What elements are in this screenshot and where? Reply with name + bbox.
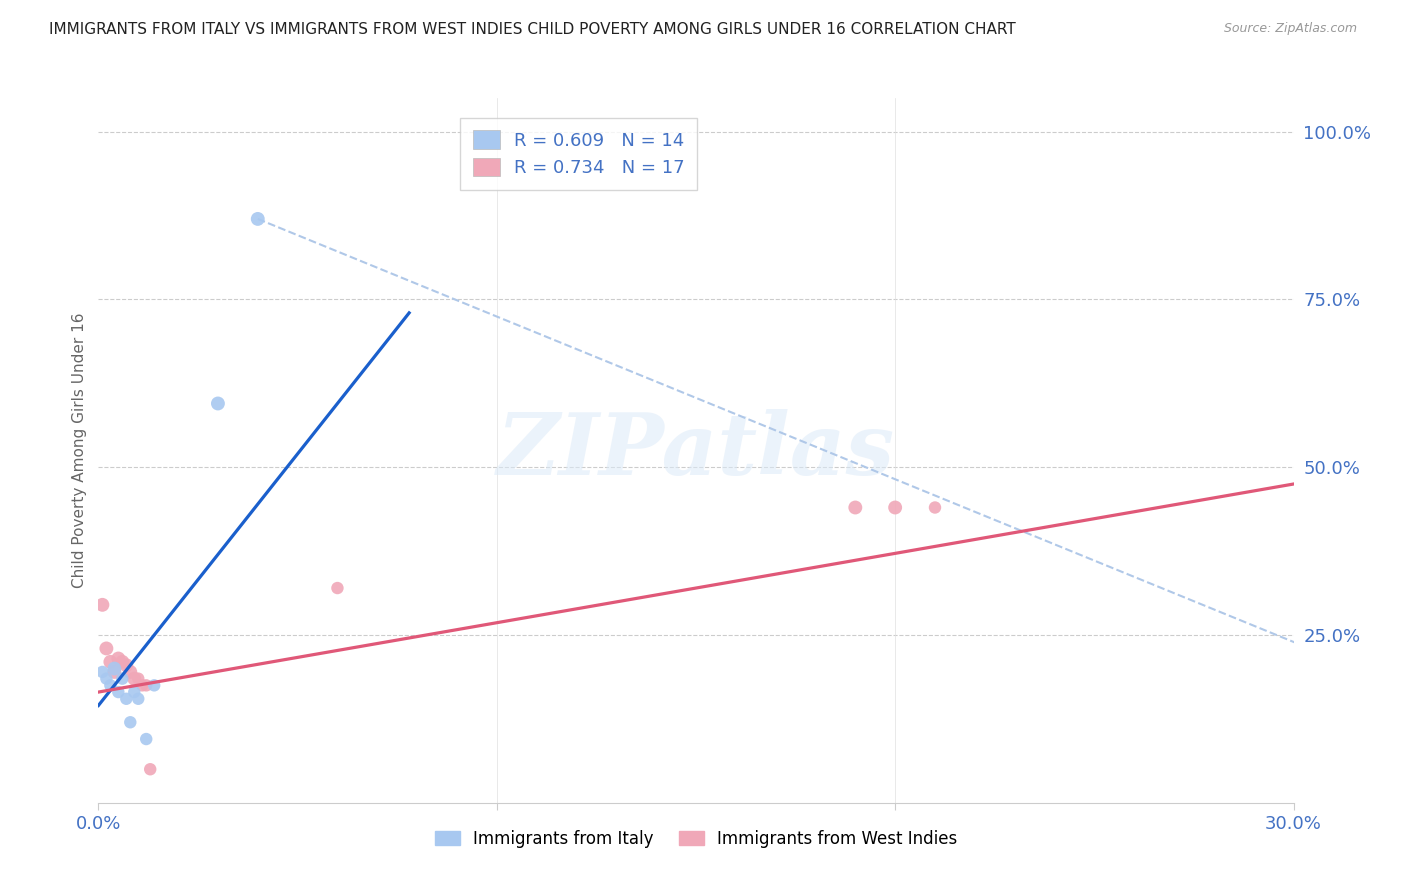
Point [98, 678, 122, 692]
Text: ZIPatlas: ZIPatlas [496, 409, 896, 492]
Point [207, 396, 229, 410]
Point [107, 651, 129, 665]
Point [111, 655, 134, 669]
Point [127, 691, 149, 706]
Point [103, 662, 125, 676]
Point [326, 581, 349, 595]
Point [246, 211, 269, 226]
Point [115, 691, 138, 706]
Point [844, 500, 866, 515]
Point [103, 665, 125, 679]
Point [107, 685, 129, 699]
Point [120, 665, 142, 679]
Point [131, 678, 153, 692]
Point [143, 678, 166, 692]
Point [127, 672, 149, 686]
Text: Source: ZipAtlas.com: Source: ZipAtlas.com [1223, 22, 1357, 36]
Point [120, 715, 142, 730]
Point [91, 598, 114, 612]
Point [124, 685, 146, 699]
Point [96, 641, 118, 656]
Point [111, 672, 134, 686]
Point [91, 665, 114, 679]
Point [98, 655, 122, 669]
Point [115, 658, 138, 673]
Legend: Immigrants from Italy, Immigrants from West Indies: Immigrants from Italy, Immigrants from W… [427, 823, 965, 855]
Point [884, 500, 907, 515]
Point [135, 678, 157, 692]
Point [96, 672, 118, 686]
Point [124, 672, 146, 686]
Y-axis label: Child Poverty Among Girls Under 16: Child Poverty Among Girls Under 16 [72, 313, 87, 588]
Point [139, 762, 162, 776]
Text: IMMIGRANTS FROM ITALY VS IMMIGRANTS FROM WEST INDIES CHILD POVERTY AMONG GIRLS U: IMMIGRANTS FROM ITALY VS IMMIGRANTS FROM… [49, 22, 1017, 37]
Point [135, 732, 157, 747]
Point [924, 500, 946, 515]
